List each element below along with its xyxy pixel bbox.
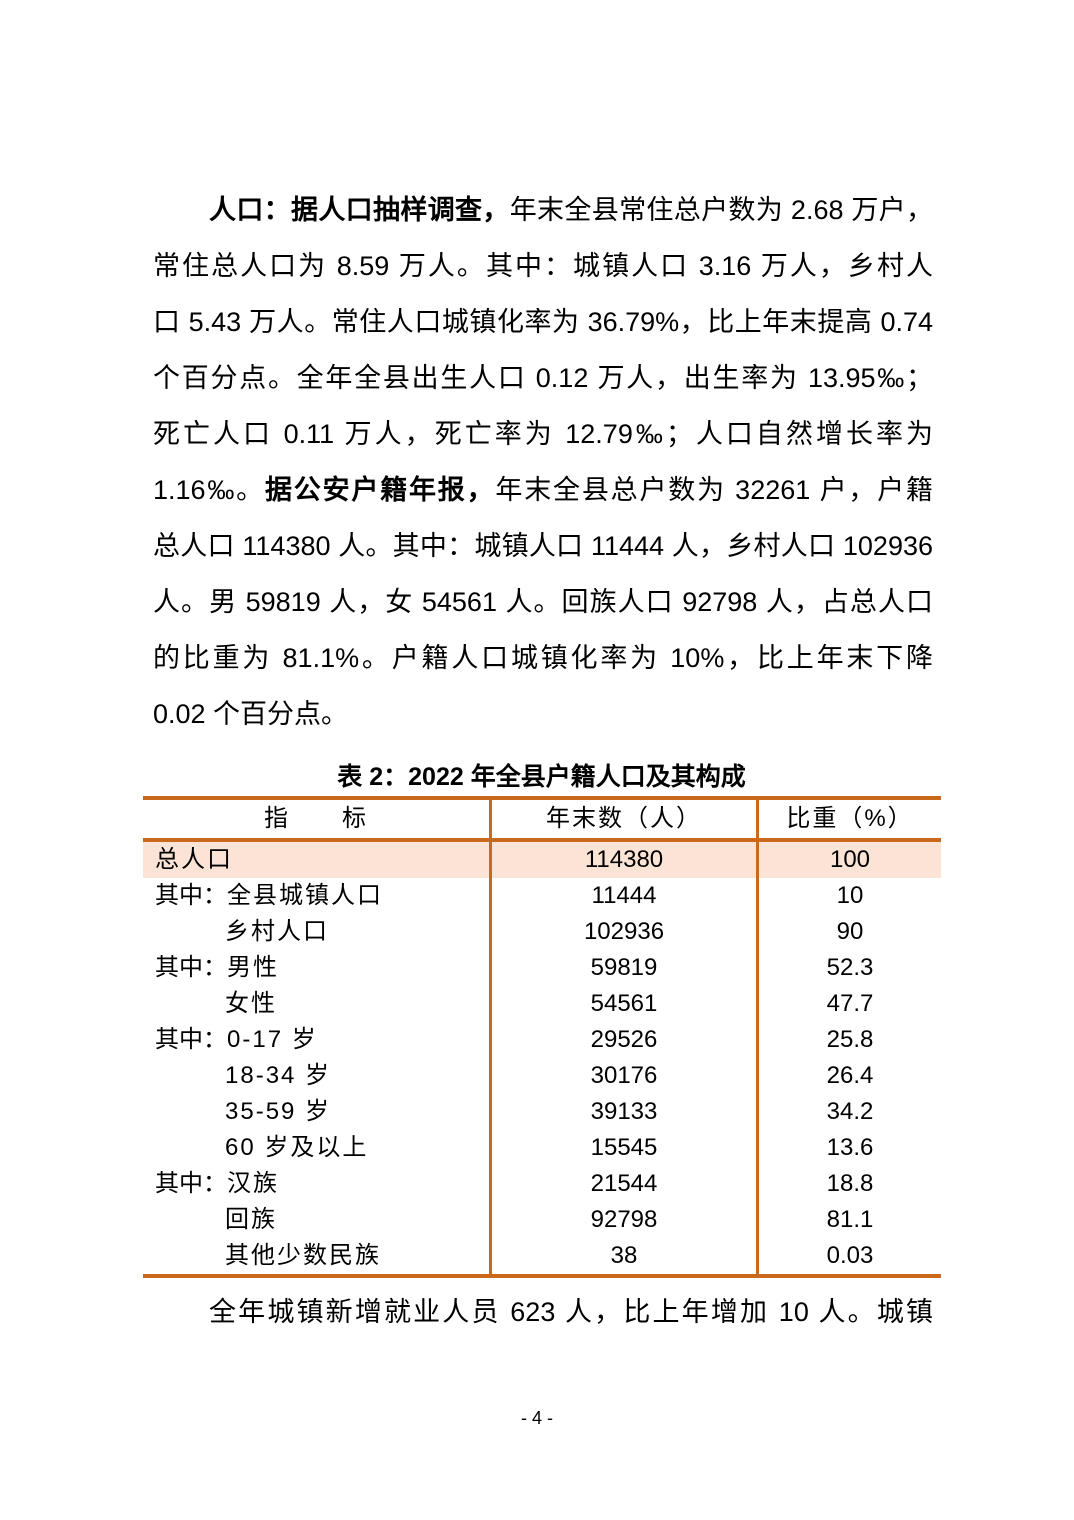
table-row: 18-34 岁 30176 26.4 bbox=[143, 1058, 941, 1094]
paragraph-line: 个百分点。全年全县出生人口 0.12 万人，出生率为 13.95‰； bbox=[153, 350, 933, 406]
share-cell: 100 bbox=[757, 840, 941, 878]
indicator-label: 0-17 岁 bbox=[227, 1026, 318, 1053]
table-row: 其中：全县城镇人口 11444 10 bbox=[143, 878, 941, 914]
body-text: 口 5.43 万人。常住人口城镇化率为 36.79%，比上年末提高 0.74 bbox=[153, 307, 933, 337]
indicator-label: 18-34 岁 bbox=[225, 1062, 332, 1089]
year-end-count-cell: 92798 bbox=[490, 1202, 759, 1238]
indicator-label: 35-59 岁 bbox=[225, 1098, 332, 1125]
table-row: 60 岁及以上 15545 13.6 bbox=[143, 1130, 941, 1166]
indicator-label: 回族 bbox=[225, 1206, 277, 1233]
paragraph-line: 人。男 59819 人，女 54561 人。回族人口 92798 人，占总人口 bbox=[153, 574, 933, 630]
indicator-cell: 其中：0-17 岁 bbox=[143, 1022, 492, 1058]
body-text: 人。男 59819 人，女 54561 人。回族人口 92798 人，占总人口 bbox=[153, 587, 933, 617]
indicator-cell: 其中：汉族 bbox=[143, 1166, 492, 1202]
indicator-cell: 乡村人口 bbox=[143, 914, 492, 950]
body-text: 个百分点。全年全县出生人口 0.12 万人，出生率为 13.95‰； bbox=[153, 363, 933, 393]
table-row: 其中：男性 59819 52.3 bbox=[143, 950, 941, 986]
population-paragraph: 人口：据人口抽样调查，年末全县常住总户数为 2.68 万户， 常住总人口为 8.5… bbox=[153, 182, 933, 742]
paragraph-line: 的比重为 81.1%。户籍人口城镇化率为 10%，比上年末下降 bbox=[153, 630, 933, 686]
indicator-label: 其他少数民族 bbox=[225, 1242, 381, 1269]
share-cell: 90 bbox=[836, 918, 864, 945]
indicator-label: 男性 bbox=[227, 954, 279, 981]
share-cell: 18.8 bbox=[826, 1170, 874, 1197]
header-indicator: 指 标 bbox=[143, 796, 492, 842]
indicator-label: 总人口 bbox=[155, 846, 233, 873]
header-year-end-count: 年末数（人） bbox=[490, 796, 759, 842]
indicator-label: 乡村人口 bbox=[225, 918, 329, 945]
population-table: 指 标 年末数（人） 比重（%） 总人口 114380 100 其中：全县城镇人口 11… bbox=[143, 796, 941, 1278]
indicator-cell: 60 岁及以上 bbox=[143, 1130, 492, 1166]
page-number: - 4 - bbox=[520, 1408, 553, 1428]
paragraph-line: 口 5.43 万人。常住人口城镇化率为 36.79%，比上年末提高 0.74 bbox=[153, 294, 933, 350]
indicator-label: 汉族 bbox=[227, 1170, 279, 1197]
paragraph-line: 0.02 个百分点。 bbox=[153, 686, 933, 742]
share-cell: 26.4 bbox=[826, 1062, 874, 1089]
paragraph-line: 人口：据人口抽样调查，年末全县常住总户数为 2.68 万户， bbox=[153, 182, 933, 238]
table-header-row: 指 标 年末数（人） 比重（%） bbox=[143, 796, 941, 842]
table-row: 回族 92798 81.1 bbox=[143, 1202, 941, 1238]
year-end-count-cell: 54561 bbox=[490, 986, 759, 1022]
share-cell: 25.8 bbox=[826, 1026, 874, 1053]
table-row: 总人口 114380 100 bbox=[143, 840, 941, 878]
body-text: 0.02 个百分点。 bbox=[153, 699, 349, 729]
paragraph-line: 死亡人口 0.11 万人，死亡率为 12.79‰；人口自然增长率为 bbox=[153, 406, 933, 462]
body-text: 总人口 114380 人。其中：城镇人口 11444 人，乡村人口 102936 bbox=[153, 531, 933, 561]
group-prefix: 其中： bbox=[155, 1026, 227, 1053]
group-prefix: 其中： bbox=[155, 954, 227, 981]
paragraph-line: 1.16‰。据公安户籍年报，年末全县总户数为 32261 户，户籍 bbox=[153, 462, 933, 518]
group-prefix: 其中： bbox=[155, 882, 227, 909]
body-text: 年末全县常住总户数为 2.68 万户， bbox=[509, 195, 933, 225]
indicator-label: 女性 bbox=[225, 990, 277, 1017]
table-row: 35-59 岁 39133 34.2 bbox=[143, 1094, 941, 1130]
year-end-count-cell: 21544 bbox=[490, 1166, 759, 1202]
body-text: 的比重为 81.1%。户籍人口城镇化率为 10%，比上年末下降 bbox=[153, 643, 933, 673]
share-cell: 81.1 bbox=[826, 1206, 874, 1233]
body-text: 年末全县总户数为 32261 户，户籍 bbox=[495, 475, 933, 505]
paragraph-line: 总人口 114380 人。其中：城镇人口 11444 人，乡村人口 102936 bbox=[153, 518, 933, 574]
table-row: 女性 54561 47.7 bbox=[143, 986, 941, 1022]
body-text: 1.16‰。 bbox=[153, 475, 265, 505]
table-caption: 表 2：2022 年全县户籍人口及其构成 bbox=[337, 763, 746, 791]
indicator-label: 60 岁及以上 bbox=[225, 1134, 369, 1161]
year-end-count-cell: 15545 bbox=[490, 1130, 759, 1166]
paragraph-line: 常住总人口为 8.59 万人。其中：城镇人口 3.16 万人，乡村人 bbox=[153, 238, 933, 294]
share-cell: 13.6 bbox=[826, 1134, 874, 1161]
indicator-label: 全县城镇人口 bbox=[227, 882, 383, 909]
body-text: 死亡人口 0.11 万人，死亡率为 12.79‰；人口自然增长率为 bbox=[153, 419, 933, 449]
share-cell: 34.2 bbox=[826, 1098, 874, 1125]
year-end-count-cell: 39133 bbox=[490, 1094, 759, 1130]
header-share: 比重（%） bbox=[757, 796, 941, 842]
year-end-count-cell: 114380 bbox=[490, 840, 759, 878]
share-cell: 47.7 bbox=[826, 990, 874, 1017]
year-end-count-cell: 11444 bbox=[490, 878, 759, 914]
share-cell: 0.03 bbox=[757, 1238, 941, 1278]
year-end-count-cell: 29526 bbox=[490, 1022, 759, 1058]
indicator-cell: 其中：全县城镇人口 bbox=[143, 878, 492, 914]
bold-lead-text: 据公安户籍年报， bbox=[264, 475, 496, 505]
indicator-cell: 其他少数民族 bbox=[143, 1238, 492, 1278]
year-end-count-cell: 59819 bbox=[490, 950, 759, 986]
year-end-count-cell: 30176 bbox=[490, 1058, 759, 1094]
bold-lead-text: 人口：据人口抽样调查， bbox=[209, 195, 510, 225]
share-cell: 52.3 bbox=[826, 954, 874, 981]
table-row: 其他少数民族 38 0.03 bbox=[143, 1238, 941, 1278]
indicator-cell: 总人口 bbox=[143, 840, 492, 878]
employment-paragraph: 全年城镇新增就业人员 623 人，比上年增加 10 人。城镇 bbox=[153, 1284, 933, 1340]
group-prefix: 其中： bbox=[155, 1170, 227, 1197]
indicator-cell: 18-34 岁 bbox=[143, 1058, 492, 1094]
paragraph-line: 全年城镇新增就业人员 623 人，比上年增加 10 人。城镇 bbox=[209, 1297, 933, 1327]
year-end-count-cell: 102936 bbox=[490, 914, 759, 950]
indicator-cell: 回族 bbox=[143, 1202, 492, 1238]
table-row: 乡村人口 102936 90 bbox=[143, 914, 941, 950]
share-cell: 10 bbox=[836, 882, 864, 909]
indicator-cell: 其中：男性 bbox=[143, 950, 492, 986]
indicator-cell: 35-59 岁 bbox=[143, 1094, 492, 1130]
table-row: 其中：汉族 21544 18.8 bbox=[143, 1166, 941, 1202]
indicator-cell: 女性 bbox=[143, 986, 492, 1022]
body-text: 常住总人口为 8.59 万人。其中：城镇人口 3.16 万人，乡村人 bbox=[153, 251, 933, 281]
year-end-count-cell: 38 bbox=[490, 1238, 759, 1278]
table-row: 其中：0-17 岁 29526 25.8 bbox=[143, 1022, 941, 1058]
